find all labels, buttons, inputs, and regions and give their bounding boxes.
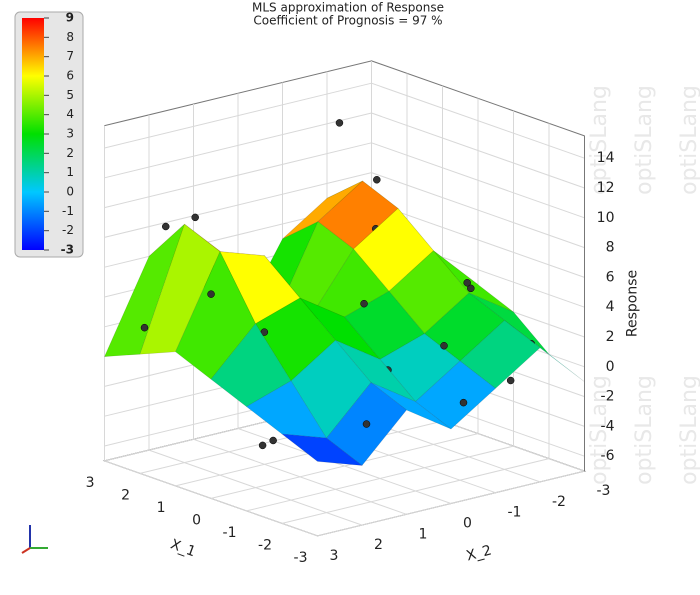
colorbar-tick-label: 2 <box>66 146 74 160</box>
x1-tick-label: -2 <box>258 537 272 553</box>
colorbar-tick-label: 7 <box>66 49 74 63</box>
chart-title: MLS approximation of Response <box>252 1 444 15</box>
x2-tick-label: 2 <box>374 537 383 553</box>
sample-point <box>258 441 267 450</box>
x1-tick-label: -1 <box>223 525 237 541</box>
watermark-group: optiSLang optiSLang optiSLang optiSLang opti… <box>587 85 700 485</box>
x1-tick-label: -3 <box>294 550 308 566</box>
sample-point <box>335 119 344 127</box>
sample-point <box>467 284 475 293</box>
colorbar-tick-label: 8 <box>66 30 74 44</box>
colorbar-tick-label: 0 <box>66 185 74 199</box>
x2-tick-label: -3 <box>597 483 611 499</box>
colorbar-tick-label: 5 <box>66 88 74 102</box>
icon-axis <box>21 547 31 554</box>
surface-patch <box>175 250 256 380</box>
sample-point <box>463 279 471 287</box>
watermark: optiSLang <box>587 375 612 485</box>
colorbar-tick-label: -1 <box>62 204 74 218</box>
colorbar <box>22 18 44 250</box>
plot-area: 3210-1-2-3-3-2-10123-6-4-202468101214X_1… <box>86 60 641 566</box>
sample-point <box>191 213 199 222</box>
sample-point <box>140 323 149 332</box>
surface-patch <box>210 323 292 407</box>
sample-point <box>459 398 468 407</box>
z-tick-label: -6 <box>601 448 615 464</box>
x2-tick-label: -1 <box>508 505 522 521</box>
z-tick-label: -4 <box>601 418 615 434</box>
colorbar-tick-label: 4 <box>66 107 74 121</box>
sample-point <box>162 222 170 231</box>
sample-point <box>373 176 381 184</box>
x2-tick-label: 3 <box>330 548 339 564</box>
grid-line <box>148 449 363 526</box>
sample-point <box>207 290 215 298</box>
z-axis-label: Response <box>625 270 641 337</box>
sample-point <box>440 342 448 350</box>
colorbar-tick-label: 1 <box>66 165 74 179</box>
z-tick-label: 2 <box>606 329 615 345</box>
x2-tick-label: 0 <box>463 516 472 532</box>
x1-tick-label: 0 <box>192 512 201 528</box>
surface-patch <box>104 223 185 357</box>
x2-axis-label: X_2 <box>465 542 494 564</box>
x1-axis-label: X_1 <box>168 537 197 561</box>
orientation-icon <box>21 525 48 554</box>
x2-tick-label: 1 <box>419 526 428 542</box>
z-tick-label: 10 <box>597 210 615 226</box>
grid-line <box>193 438 407 515</box>
sample-point <box>360 299 368 308</box>
surface-patch <box>245 380 328 439</box>
sample-point <box>362 420 371 428</box>
colorbar-tick-label: 9 <box>66 11 74 25</box>
z-tick-label: 0 <box>606 359 615 375</box>
z-tick-label: 8 <box>606 240 615 256</box>
chart-subtitle: Coefficient of Prognosis = 97 % <box>253 14 442 28</box>
sample-point <box>269 436 277 445</box>
watermark: optiSLang <box>632 85 657 195</box>
surface-patch <box>139 223 221 355</box>
watermark: optiSLang <box>677 375 700 485</box>
sample-point <box>260 328 269 336</box>
x1-tick-label: 1 <box>157 500 166 516</box>
z-tick-label: 4 <box>606 299 615 315</box>
watermark: optiSLang <box>677 85 700 195</box>
colorbar-tick-label: 6 <box>66 69 74 83</box>
z-tick-label: 6 <box>606 269 615 285</box>
surface-patch <box>280 433 364 466</box>
x1-tick-label: 3 <box>86 475 95 491</box>
colorbar-tick-label: 3 <box>66 127 74 141</box>
watermark: optiSLang <box>587 85 612 195</box>
z-tick-label: -2 <box>601 389 615 405</box>
x1-tick-label: 2 <box>121 487 130 503</box>
grid-line <box>104 460 318 537</box>
watermark: optiSLang <box>632 375 657 485</box>
colorbar-tick-label: -2 <box>62 223 74 237</box>
x2-tick-label: -2 <box>552 494 566 510</box>
z-tick-label: 12 <box>597 180 615 196</box>
z-tick-label: 14 <box>597 150 615 166</box>
sample-point <box>506 376 515 385</box>
colorbar-tick-label: -3 <box>61 243 74 257</box>
